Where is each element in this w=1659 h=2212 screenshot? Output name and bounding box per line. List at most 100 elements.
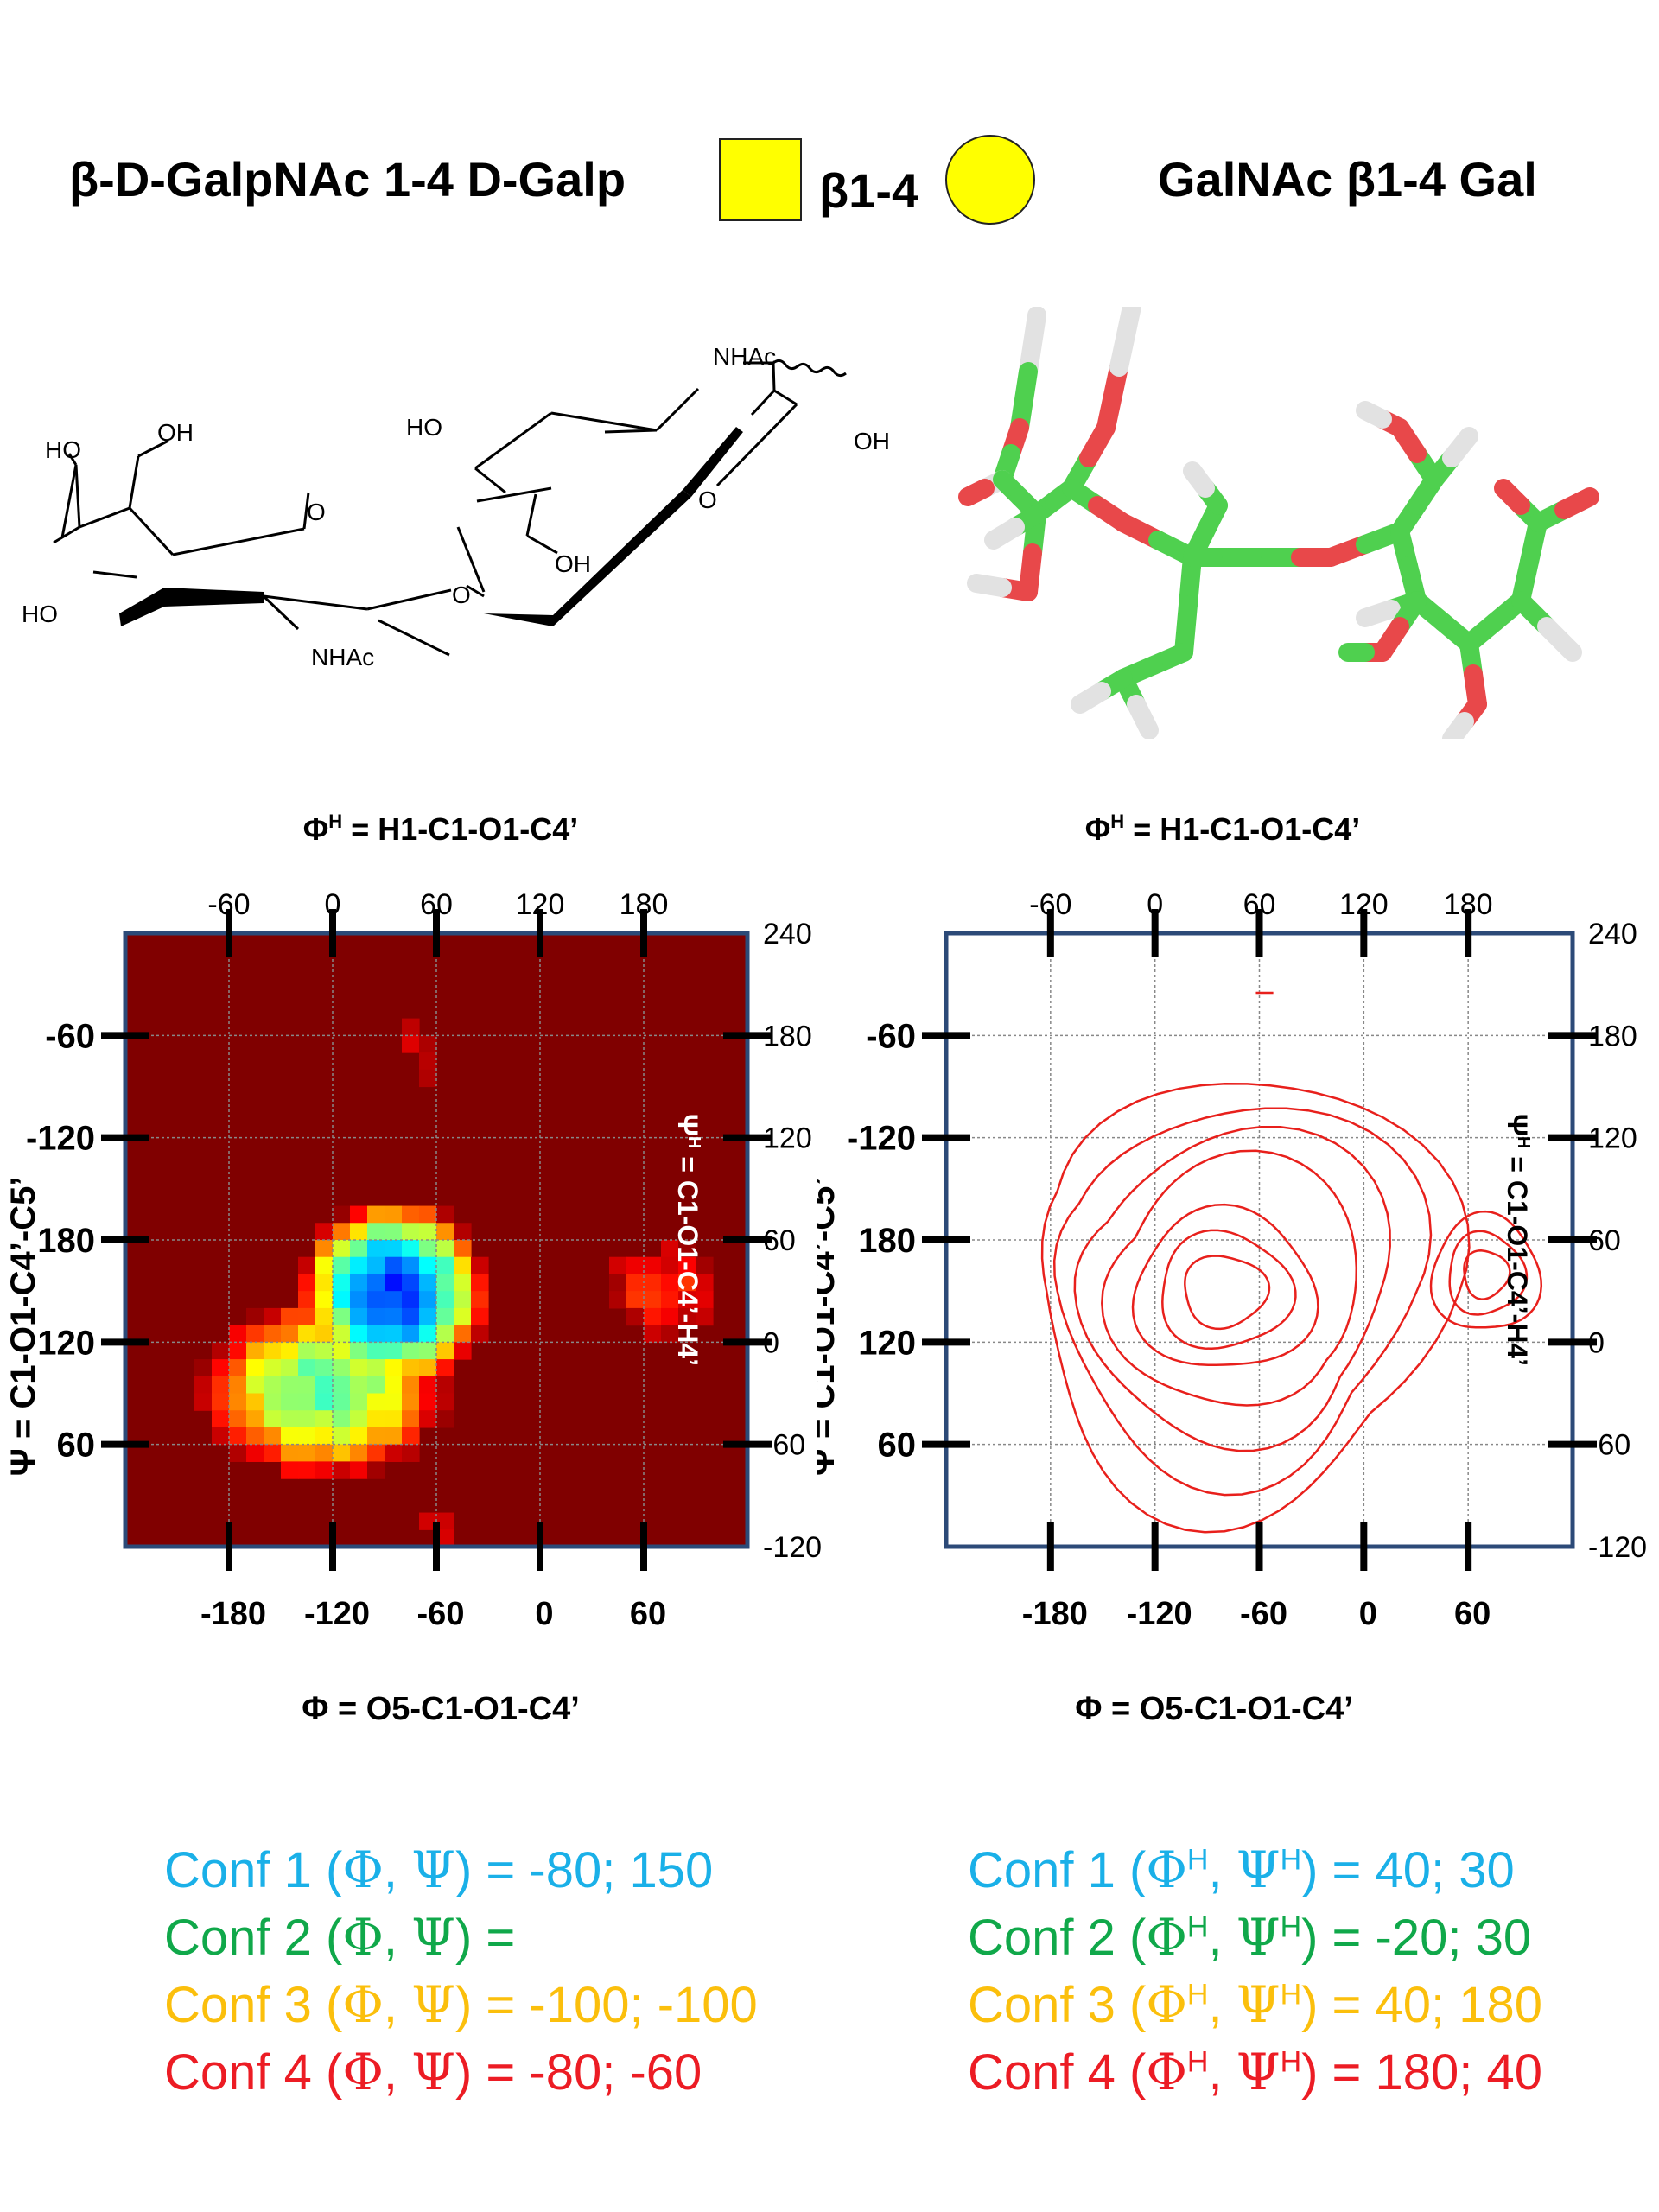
heatmap-cell [333, 1307, 351, 1326]
heatmap-cell [229, 1444, 247, 1462]
heatmap-cell [350, 1307, 368, 1326]
ho-right-label: HO [406, 414, 442, 441]
heatmap-cell [385, 1223, 403, 1241]
heatmap-cell [367, 1444, 385, 1462]
heatmap-cell [661, 1256, 679, 1275]
bottom-tick-label: -120 [304, 1596, 370, 1632]
heatmap-cell [315, 1410, 334, 1428]
heatmap-cell [350, 1291, 368, 1309]
heatmap-cell [402, 1342, 420, 1360]
left-tick-label: 60 [57, 1427, 96, 1465]
heatmap-cell [419, 1342, 437, 1360]
heatmap-cell [419, 1256, 437, 1275]
heatmap-cell [212, 1427, 230, 1446]
heatmap-cell [385, 1410, 403, 1428]
heatmap-cell [264, 1427, 282, 1446]
heatmap-cell [367, 1359, 385, 1377]
heatmap-cell [436, 1307, 454, 1326]
contour-line [1184, 1255, 1271, 1331]
heatmap-cell [281, 1342, 299, 1360]
heatmap-cell [402, 1018, 420, 1036]
heatmap-cell [350, 1274, 368, 1292]
nhac-bottom-label: NHAc [311, 644, 374, 671]
heatmap-cell [246, 1359, 264, 1377]
ring-o1-label: O [307, 499, 326, 525]
heatmap-cell [367, 1223, 385, 1241]
heatmap-cell [367, 1274, 385, 1292]
heatmap-cell [661, 1240, 679, 1258]
heatmap-cell [367, 1291, 385, 1309]
heatmap-cell [402, 1307, 420, 1326]
heatmap-cell [246, 1376, 264, 1395]
heatmap-cell [385, 1427, 403, 1446]
contour-line [1131, 1203, 1319, 1366]
heatmap-cell [298, 1325, 316, 1343]
heatmap-cell [626, 1274, 645, 1292]
contour-line [1052, 1107, 1433, 1497]
bond-segment [958, 479, 995, 506]
heatmap-cell [385, 1325, 403, 1343]
contour-line [1429, 1210, 1543, 1329]
heatmap-cell [315, 1274, 334, 1292]
heatmap-cell [436, 1512, 454, 1530]
heatmap-cell [298, 1410, 316, 1428]
ho-left-label: HO [22, 601, 58, 627]
heatmap-cell [419, 1359, 437, 1377]
heatmap-cell [419, 1240, 437, 1258]
heatmap-cell [333, 1427, 351, 1446]
heatmap-cell [661, 1307, 679, 1326]
heatmap-cell [454, 1223, 472, 1241]
heatmap-cell [419, 1035, 437, 1053]
heatmap-cell [696, 1291, 714, 1309]
bond-segment [1071, 682, 1111, 714]
right-axis-title: ΨH = C1-O1-C4’-H4’ [1502, 1114, 1533, 1366]
heatmap-cell [333, 1342, 351, 1360]
heatmap-cell [333, 1291, 351, 1309]
chemical-structure: HO OH HO O NHAc O HO NHAc OH O OH [22, 343, 890, 671]
left-tick-label: -60 [866, 1017, 916, 1055]
heatmap-cell [315, 1427, 334, 1446]
heatmap-cell [298, 1342, 316, 1360]
heatmap-cell [678, 1240, 696, 1258]
conf-2-right: Conf 2 (ΦH, ΨH) = -20; 30 [968, 1908, 1532, 1967]
heatmap-cell [385, 1393, 403, 1411]
heatmap-cell [402, 1427, 420, 1446]
heatmap-cell [454, 1325, 472, 1343]
top-tick-label: 0 [325, 888, 341, 921]
left-axis-title: Ψ = C1-O1-C4’-C5’ [4, 1177, 42, 1477]
heatmap-cell [367, 1393, 385, 1411]
heatmap-cell [350, 1325, 368, 1343]
heatmap-cell [385, 1307, 403, 1326]
left-title: β-D-GalpNAc 1-4 D-Galp [69, 152, 626, 207]
left-tick-label: 120 [37, 1324, 95, 1362]
heatmap-cell [436, 1205, 454, 1224]
contour-line [1040, 1083, 1471, 1534]
heatmap-cell [419, 1376, 437, 1395]
contour-panel: ΦH = H1-C1-O1-C4’ -60 -180 0 -120 60 -60 120 0 1… [817, 810, 1647, 1727]
heatmap-cell [385, 1359, 403, 1377]
heatmap-cell [315, 1307, 334, 1326]
heatmap-cell [264, 1376, 282, 1395]
bottom-tick-label: -60 [1240, 1596, 1287, 1632]
heatmap-cell [436, 1529, 454, 1548]
heatmap-cell [678, 1274, 696, 1292]
heatmap-cell [385, 1444, 403, 1462]
heatmap-cell [454, 1342, 472, 1360]
contour-line [1101, 1149, 1358, 1407]
heatmap-cell [367, 1205, 385, 1224]
top-tick-label: 120 [516, 888, 565, 921]
oh-top-label: OH [157, 419, 194, 446]
bottom-axis-title: Φ = O5-C1-O1-C4’ [1075, 1691, 1353, 1727]
heatmap-cell [402, 1410, 420, 1428]
heatmap-cell [315, 1393, 334, 1411]
heatmap-cell [229, 1359, 247, 1377]
heatmap-cell [609, 1291, 627, 1309]
right-axis-title: ΨH = C1-O1-C4’-H4’ [672, 1114, 703, 1366]
heatmap-cell [419, 1325, 437, 1343]
bottom-tick-label: 60 [630, 1596, 666, 1632]
heatmap-cell [315, 1291, 334, 1309]
heatmap-cell [661, 1325, 679, 1343]
heatmap-cell [333, 1325, 351, 1343]
bottom-tick-label: -60 [417, 1596, 465, 1632]
heatmap-cell [402, 1223, 420, 1241]
